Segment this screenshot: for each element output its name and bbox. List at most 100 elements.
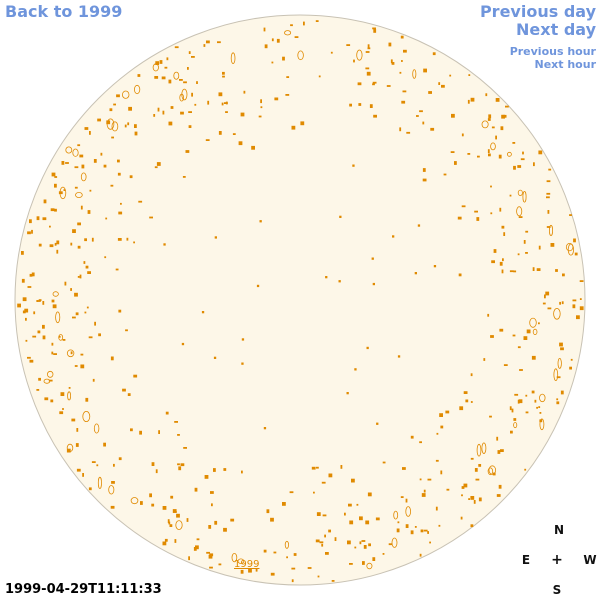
feature-speck xyxy=(525,251,528,254)
feature-speck xyxy=(139,430,143,435)
feature-speck xyxy=(550,242,555,247)
feature-speck xyxy=(547,209,550,214)
feature-speck xyxy=(548,168,552,171)
feature-speck xyxy=(77,245,81,249)
feature-speck xyxy=(29,359,34,363)
feature-speck xyxy=(491,260,496,264)
feature-speck xyxy=(391,235,395,238)
next-hour-link[interactable]: Next hour xyxy=(534,58,597,71)
feature-speck xyxy=(396,528,400,533)
feature-speck xyxy=(214,236,218,239)
feature-speck xyxy=(522,151,524,155)
feature-speck xyxy=(188,556,191,561)
feature-speck xyxy=(214,520,218,525)
feature-speck xyxy=(87,210,91,214)
feature-speck xyxy=(556,401,560,405)
feature-speck xyxy=(42,217,47,221)
feature-speck xyxy=(209,491,214,494)
feature-speck xyxy=(538,245,541,250)
feature-speck xyxy=(89,189,92,192)
feature-speck xyxy=(435,459,439,462)
feature-speck xyxy=(487,153,491,157)
feature-speck xyxy=(153,114,156,117)
next-day-link[interactable]: Next day xyxy=(516,20,596,39)
feature-speck xyxy=(36,216,40,221)
feature-speck xyxy=(400,60,403,62)
feature-speck xyxy=(419,478,422,481)
feature-contour xyxy=(487,467,494,476)
feature-speck xyxy=(70,242,73,246)
feature-speck xyxy=(513,165,516,170)
feature-speck xyxy=(465,399,469,403)
compass-west-label: W xyxy=(583,553,597,567)
feature-speck xyxy=(137,74,141,77)
feature-speck xyxy=(255,568,258,572)
feature-speck xyxy=(133,124,137,128)
feature-contour xyxy=(405,506,412,517)
feature-speck xyxy=(321,543,324,547)
feature-speck xyxy=(538,150,543,155)
feature-speck xyxy=(372,27,377,30)
feature-contour xyxy=(237,558,245,564)
feature-speck xyxy=(33,311,36,315)
feature-speck xyxy=(440,84,445,88)
feature-speck xyxy=(439,413,444,418)
feature-speck xyxy=(133,374,138,378)
feature-speck xyxy=(443,173,447,176)
feature-speck xyxy=(474,467,478,472)
feature-contour xyxy=(152,63,159,72)
feature-speck xyxy=(402,90,407,93)
feature-speck xyxy=(467,99,470,104)
feature-speck xyxy=(330,51,333,54)
feature-speck xyxy=(117,172,121,176)
previous-day-link[interactable]: Previous day xyxy=(479,2,596,21)
feature-speck xyxy=(546,180,551,183)
feature-speck xyxy=(419,110,423,113)
feature-speck xyxy=(433,264,437,268)
feature-speck xyxy=(497,450,501,454)
feature-contour xyxy=(175,520,183,530)
previous-hour-link[interactable]: Previous hour xyxy=(509,45,596,58)
feature-speck xyxy=(151,462,155,467)
feature-speck xyxy=(361,540,366,542)
feature-speck xyxy=(76,468,81,472)
feature-speck xyxy=(476,155,480,158)
year-marker-link[interactable]: 1999 xyxy=(234,559,260,570)
feature-speck xyxy=(367,44,370,49)
compass-south-label: S xyxy=(552,583,562,597)
feature-speck xyxy=(133,241,136,244)
feature-speck xyxy=(94,321,96,326)
feature-speck xyxy=(487,313,490,317)
feature-speck xyxy=(291,579,294,583)
feature-speck xyxy=(475,478,480,481)
feature-speck xyxy=(154,166,158,169)
feature-contour xyxy=(173,71,180,80)
feature-speck xyxy=(103,442,106,447)
back-to-year-link[interactable]: Back to 1999 xyxy=(5,2,123,21)
feature-speck xyxy=(499,261,503,266)
feature-speck xyxy=(517,346,521,349)
feature-contour xyxy=(47,370,54,378)
feature-speck xyxy=(273,551,277,554)
feature-speck xyxy=(468,498,471,501)
feature-speck xyxy=(300,121,305,126)
feature-speck xyxy=(572,299,577,302)
feature-contour xyxy=(55,311,61,324)
feature-speck xyxy=(339,215,342,219)
feature-speck xyxy=(85,265,89,269)
feature-speck xyxy=(496,494,501,497)
feature-speck xyxy=(190,56,195,58)
feature-contour xyxy=(82,410,91,422)
feature-speck xyxy=(127,393,131,397)
feature-speck xyxy=(440,425,444,429)
feature-speck xyxy=(315,539,320,543)
feature-speck xyxy=(545,291,550,296)
feature-speck xyxy=(512,141,516,144)
feature-speck xyxy=(388,42,392,47)
feature-speck xyxy=(181,342,185,346)
feature-speck xyxy=(531,355,536,360)
feature-contour xyxy=(284,540,289,549)
feature-contour xyxy=(490,142,496,151)
feature-speck xyxy=(491,126,495,129)
